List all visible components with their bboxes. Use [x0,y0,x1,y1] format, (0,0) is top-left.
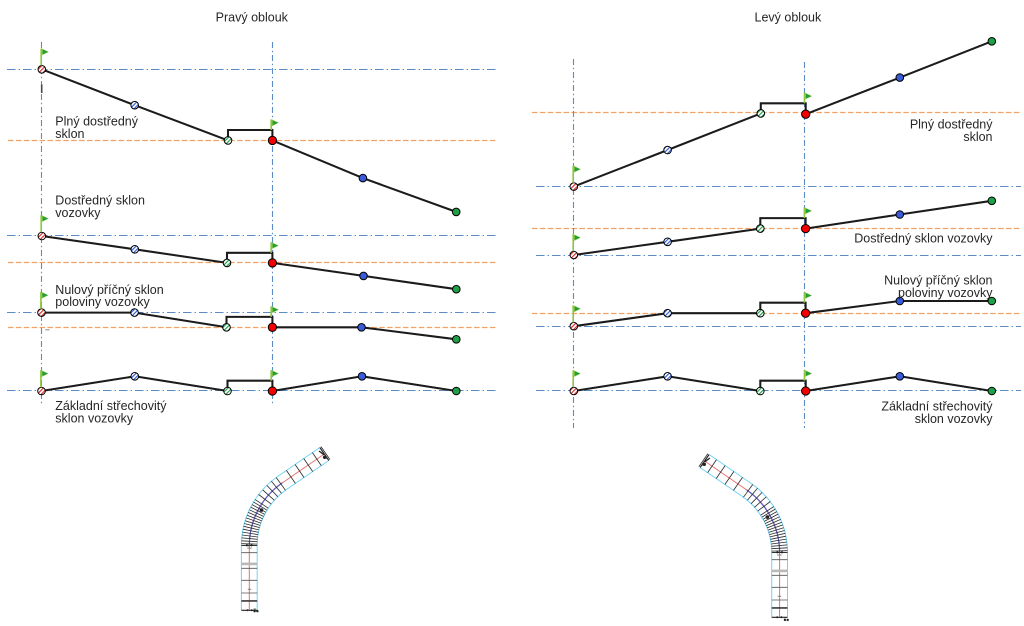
svg-text:Dostředný sklon: Dostředný sklon [55,193,145,207]
svg-text:Nulový příčný sklon: Nulový příčný sklon [55,283,163,297]
svg-text:poloviny vozovky: poloviny vozovky [898,286,993,300]
svg-text:sklon vozovky: sklon vozovky [915,412,994,426]
svg-text:Plný dostředný: Plný dostředný [910,118,993,132]
svg-text:Pravý oblouk: Pravý oblouk [216,10,289,24]
svg-text:Dostředný sklon vozovky: Dostředný sklon vozovky [854,232,993,246]
svg-text:poloviny vozovky: poloviny vozovky [55,295,150,309]
svg-text:Levý oblouk: Levý oblouk [755,10,822,24]
svg-text:sklon: sklon [55,127,84,141]
svg-text:sklon: sklon [963,130,992,144]
svg-text:Nulový příčný sklon: Nulový příčný sklon [884,274,992,288]
svg-text:vozovky: vozovky [55,206,101,220]
svg-text:Plný dostředný: Plný dostředný [55,114,138,128]
svg-text:Základní střechovitý: Základní střechovitý [55,399,167,413]
svg-text:sklon vozovky: sklon vozovky [55,412,134,426]
svg-text:Základní střechovitý: Základní střechovitý [881,400,993,414]
